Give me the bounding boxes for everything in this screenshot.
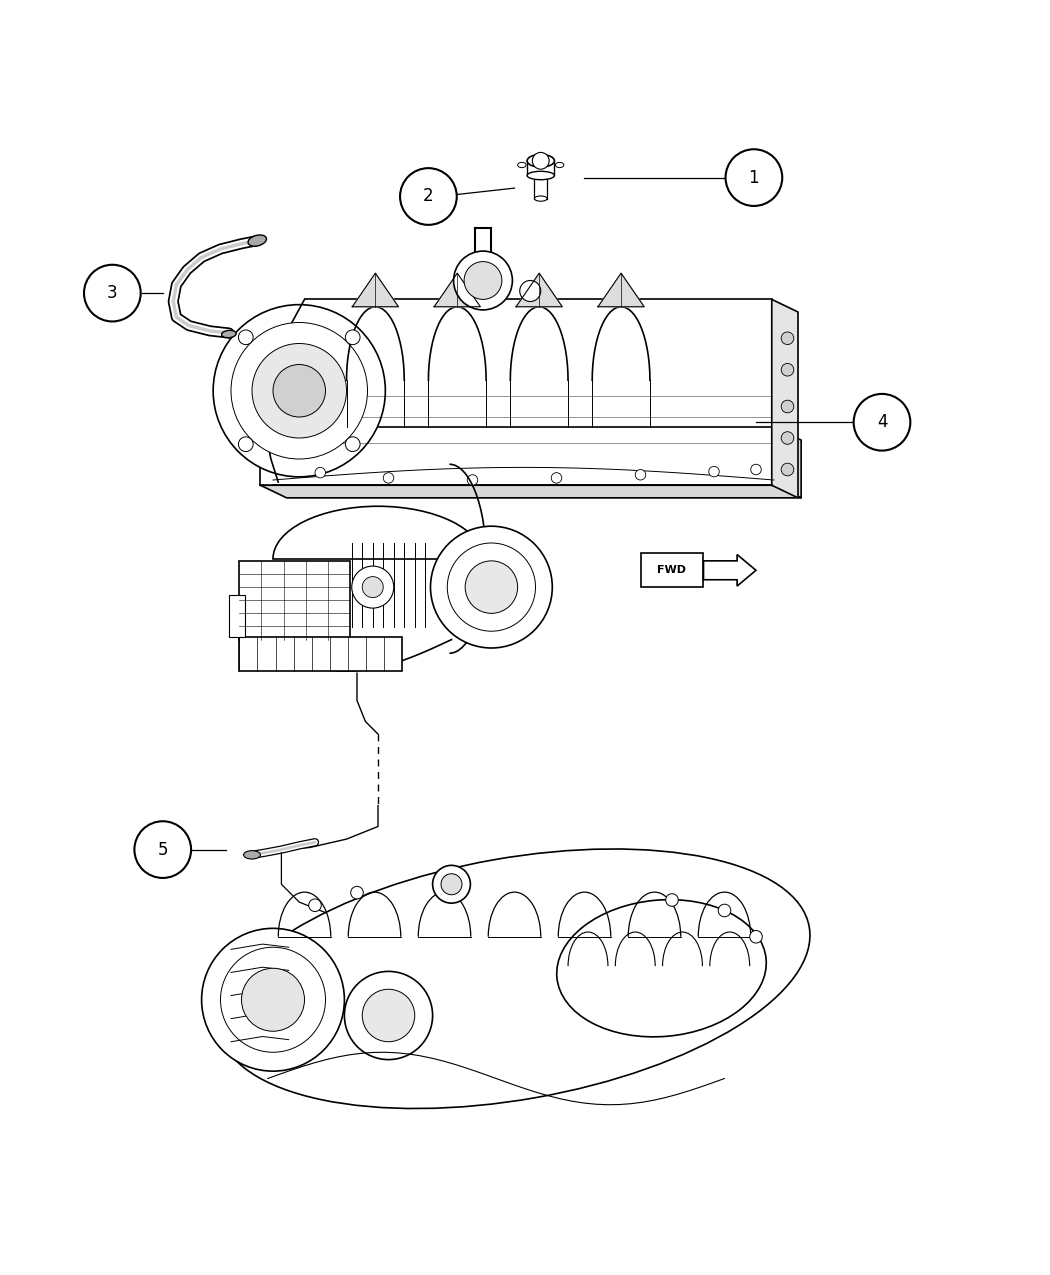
- Circle shape: [718, 904, 731, 917]
- Ellipse shape: [222, 330, 236, 338]
- Bar: [229, 595, 245, 638]
- Circle shape: [345, 437, 360, 451]
- Bar: [239, 638, 402, 671]
- FancyArrow shape: [704, 555, 756, 586]
- Circle shape: [447, 543, 536, 631]
- Polygon shape: [598, 273, 645, 307]
- Circle shape: [242, 968, 304, 1031]
- Ellipse shape: [556, 900, 766, 1037]
- Bar: [239, 561, 350, 640]
- Circle shape: [551, 473, 562, 483]
- Circle shape: [532, 153, 549, 170]
- Circle shape: [362, 989, 415, 1042]
- Circle shape: [231, 323, 368, 459]
- Circle shape: [309, 899, 321, 912]
- Text: 4: 4: [877, 413, 887, 431]
- Circle shape: [238, 437, 253, 451]
- Circle shape: [467, 474, 478, 486]
- Polygon shape: [435, 273, 481, 307]
- Circle shape: [352, 566, 394, 608]
- Circle shape: [635, 469, 646, 479]
- Circle shape: [213, 305, 385, 477]
- Ellipse shape: [248, 235, 267, 246]
- Circle shape: [252, 343, 346, 439]
- Circle shape: [465, 561, 518, 613]
- Circle shape: [464, 261, 502, 300]
- Bar: [640, 553, 704, 586]
- Ellipse shape: [244, 850, 260, 859]
- Text: 5: 5: [158, 840, 168, 858]
- Circle shape: [400, 168, 457, 224]
- Circle shape: [383, 473, 394, 483]
- Text: FWD: FWD: [657, 565, 687, 575]
- Circle shape: [273, 365, 326, 417]
- Circle shape: [220, 947, 326, 1052]
- Ellipse shape: [534, 196, 547, 201]
- Ellipse shape: [527, 171, 554, 180]
- Circle shape: [854, 394, 910, 450]
- Circle shape: [726, 149, 782, 207]
- Circle shape: [345, 330, 360, 344]
- Circle shape: [202, 928, 344, 1071]
- Circle shape: [454, 251, 512, 310]
- Ellipse shape: [527, 154, 554, 167]
- Polygon shape: [260, 486, 801, 497]
- Circle shape: [84, 265, 141, 321]
- Circle shape: [430, 527, 552, 648]
- Polygon shape: [775, 427, 801, 497]
- Circle shape: [781, 432, 794, 444]
- Polygon shape: [772, 300, 798, 497]
- Circle shape: [315, 468, 326, 478]
- Circle shape: [709, 467, 719, 477]
- Circle shape: [441, 873, 462, 895]
- Circle shape: [751, 464, 761, 474]
- Circle shape: [433, 866, 470, 903]
- Circle shape: [781, 363, 794, 376]
- Polygon shape: [517, 273, 563, 307]
- Ellipse shape: [518, 162, 526, 167]
- Circle shape: [750, 931, 762, 944]
- Circle shape: [351, 886, 363, 899]
- Circle shape: [344, 972, 433, 1060]
- Text: 2: 2: [423, 187, 434, 205]
- Circle shape: [781, 332, 794, 344]
- Ellipse shape: [555, 162, 564, 167]
- Circle shape: [520, 280, 541, 301]
- Circle shape: [781, 463, 794, 476]
- Polygon shape: [353, 273, 399, 307]
- Circle shape: [666, 894, 678, 907]
- Circle shape: [134, 821, 191, 878]
- Circle shape: [781, 400, 794, 413]
- Ellipse shape: [219, 849, 810, 1108]
- Circle shape: [238, 330, 253, 344]
- Bar: [260, 427, 775, 486]
- Text: 1: 1: [749, 168, 759, 186]
- Circle shape: [362, 576, 383, 598]
- Text: 3: 3: [107, 284, 118, 302]
